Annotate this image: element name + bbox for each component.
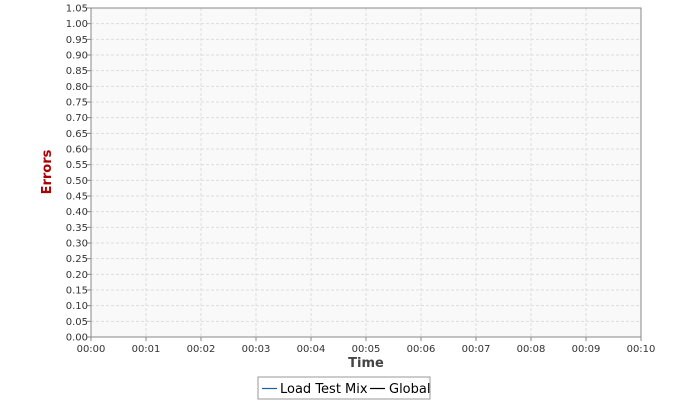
y-tick-label: 0.85 (66, 66, 88, 77)
x-tick-label: 00:01 (132, 344, 161, 355)
y-axis-ticks: 0.00 0.05 0.10 0.15 0.20 0.25 0.30 0.35 0.40 0.45… (66, 4, 91, 344)
x-axis-ticks: 00:00 00:01 00:02 00:03 00:04 00:05 00:06 00:07… (77, 337, 656, 355)
y-tick-label: 0.25 (66, 254, 88, 265)
x-tick-label: 00:07 (462, 344, 491, 355)
y-tick-label: 0.35 (66, 223, 88, 234)
y-tick-label: 0.00 (66, 333, 88, 344)
y-tick-label: 0.60 (66, 145, 88, 156)
y-tick-label: 0.80 (66, 82, 88, 93)
y-axis-title: Errors (40, 149, 55, 194)
y-tick-label: 0.70 (66, 113, 88, 124)
y-tick-label: 0.50 (66, 176, 88, 187)
y-tick-label: 0.15 (66, 286, 88, 297)
x-tick-label: 00:03 (242, 344, 271, 355)
y-tick-label: 0.55 (66, 160, 88, 171)
x-tick-label: 00:04 (297, 344, 326, 355)
legend: Load Test Mix Global (257, 376, 431, 400)
y-tick-label: 0.75 (66, 98, 88, 109)
y-tick-label: 0.40 (66, 207, 88, 218)
x-tick-label: 00:08 (517, 344, 546, 355)
x-tick-label: 00:05 (352, 344, 381, 355)
x-tick-label: 00:10 (627, 344, 656, 355)
legend-box (257, 376, 431, 400)
y-tick-label: 0.05 (66, 317, 88, 328)
x-tick-label: 00:00 (77, 344, 106, 355)
legend-label-global: Global (389, 382, 430, 397)
y-tick-label: 1.00 (66, 19, 88, 30)
y-tick-label: 0.20 (66, 270, 88, 281)
y-tick-label: 0.10 (66, 301, 88, 312)
grid-lines (91, 8, 641, 337)
y-tick-label: 0.45 (66, 192, 88, 203)
x-tick-label: 00:02 (187, 344, 216, 355)
plot-area (91, 8, 641, 337)
x-tick-label: 00:06 (407, 344, 436, 355)
x-axis-title: Time (348, 356, 384, 371)
y-tick-label: 0.30 (66, 239, 88, 250)
x-tick-label: 00:09 (572, 344, 601, 355)
y-tick-label: 1.05 (66, 4, 88, 15)
y-tick-label: 0.95 (66, 35, 88, 46)
legend-label-load-test-mix: Load Test Mix (280, 382, 368, 397)
y-tick-label: 0.65 (66, 129, 88, 140)
y-tick-label: 0.90 (66, 51, 88, 62)
